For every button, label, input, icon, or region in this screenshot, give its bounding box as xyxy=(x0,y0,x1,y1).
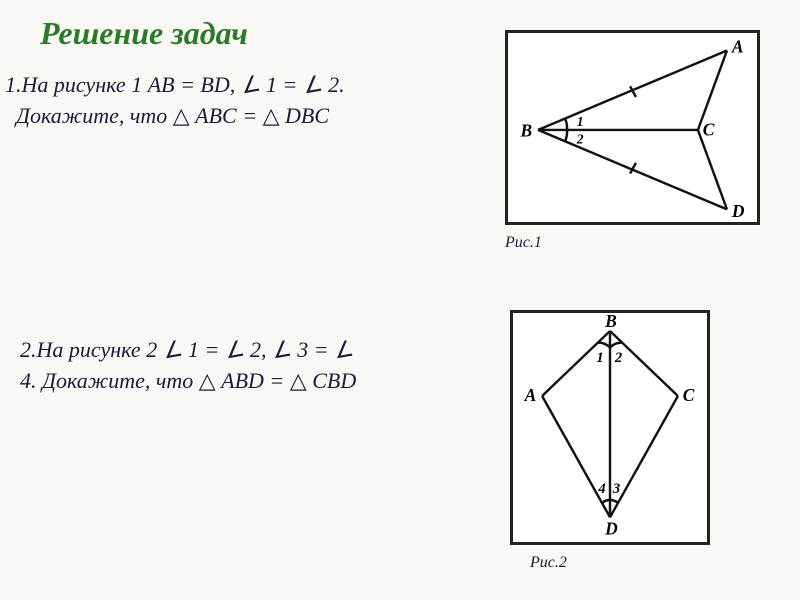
figure-1: A B C D 1 2 Рис.1 xyxy=(505,30,760,250)
triangle-symbol: △ xyxy=(290,366,307,397)
figure-1-svg: A B C D 1 2 xyxy=(505,30,760,225)
figure-2-caption: Рис.2 xyxy=(530,554,730,572)
triangle-symbol: △ xyxy=(263,101,280,132)
figure-1-caption: Рис.1 xyxy=(505,234,760,252)
triangle-symbol: △ xyxy=(199,366,216,397)
p1-text: Докажите, что xyxy=(16,103,173,128)
label-B: B xyxy=(604,311,617,331)
p1-text: 2. xyxy=(323,72,345,97)
label-angle-2: 2 xyxy=(576,131,584,146)
p2-text: 2, xyxy=(245,337,273,362)
angle-symbol: ∠ xyxy=(332,334,357,368)
p2-text: 1 = xyxy=(182,337,224,362)
label-B: B xyxy=(520,121,533,141)
label-angle-1: 1 xyxy=(577,114,584,129)
label-angle-3: 3 xyxy=(612,481,620,497)
page-title: Решение задач xyxy=(40,15,248,52)
label-angle-1: 1 xyxy=(596,350,603,366)
p1-text: DBC xyxy=(280,103,330,128)
p2-text: 2.На рисунке 2 xyxy=(20,337,163,362)
figure-2-svg: B A C D 1 2 3 4 xyxy=(510,310,710,545)
label-D: D xyxy=(731,201,745,221)
label-A: A xyxy=(731,36,744,56)
problem-1: 1.На рисунке 1 AB = BD, ∠ 1 = ∠ 2. Докаж… xyxy=(5,70,475,132)
angle-symbol: ∠ xyxy=(300,69,325,103)
angle-symbol: ∠ xyxy=(222,334,247,368)
problem-2: 2.На рисунке 2 ∠ 1 = ∠ 2, ∠ 3 = ∠ 4. Док… xyxy=(20,335,490,397)
p2-text: ABD = xyxy=(216,368,290,393)
label-angle-2: 2 xyxy=(614,350,622,366)
p2-text: 4. Докажите, что xyxy=(20,368,199,393)
figure-2: B A C D 1 2 3 4 Рис.2 xyxy=(510,310,730,570)
p1-text: 1 = xyxy=(260,72,302,97)
p1-text: 1.На рисунке 1 AB = BD, xyxy=(5,72,241,97)
label-angle-4: 4 xyxy=(597,481,605,497)
label-C: C xyxy=(683,385,695,405)
label-A: A xyxy=(524,385,537,405)
label-C: C xyxy=(703,120,715,140)
p1-text: ABC = xyxy=(190,103,263,128)
angle-symbol: ∠ xyxy=(270,334,295,368)
p2-text: 3 = xyxy=(292,337,334,362)
label-D: D xyxy=(604,519,618,539)
triangle-symbol: △ xyxy=(173,101,190,132)
p2-text: CBD xyxy=(307,368,357,393)
